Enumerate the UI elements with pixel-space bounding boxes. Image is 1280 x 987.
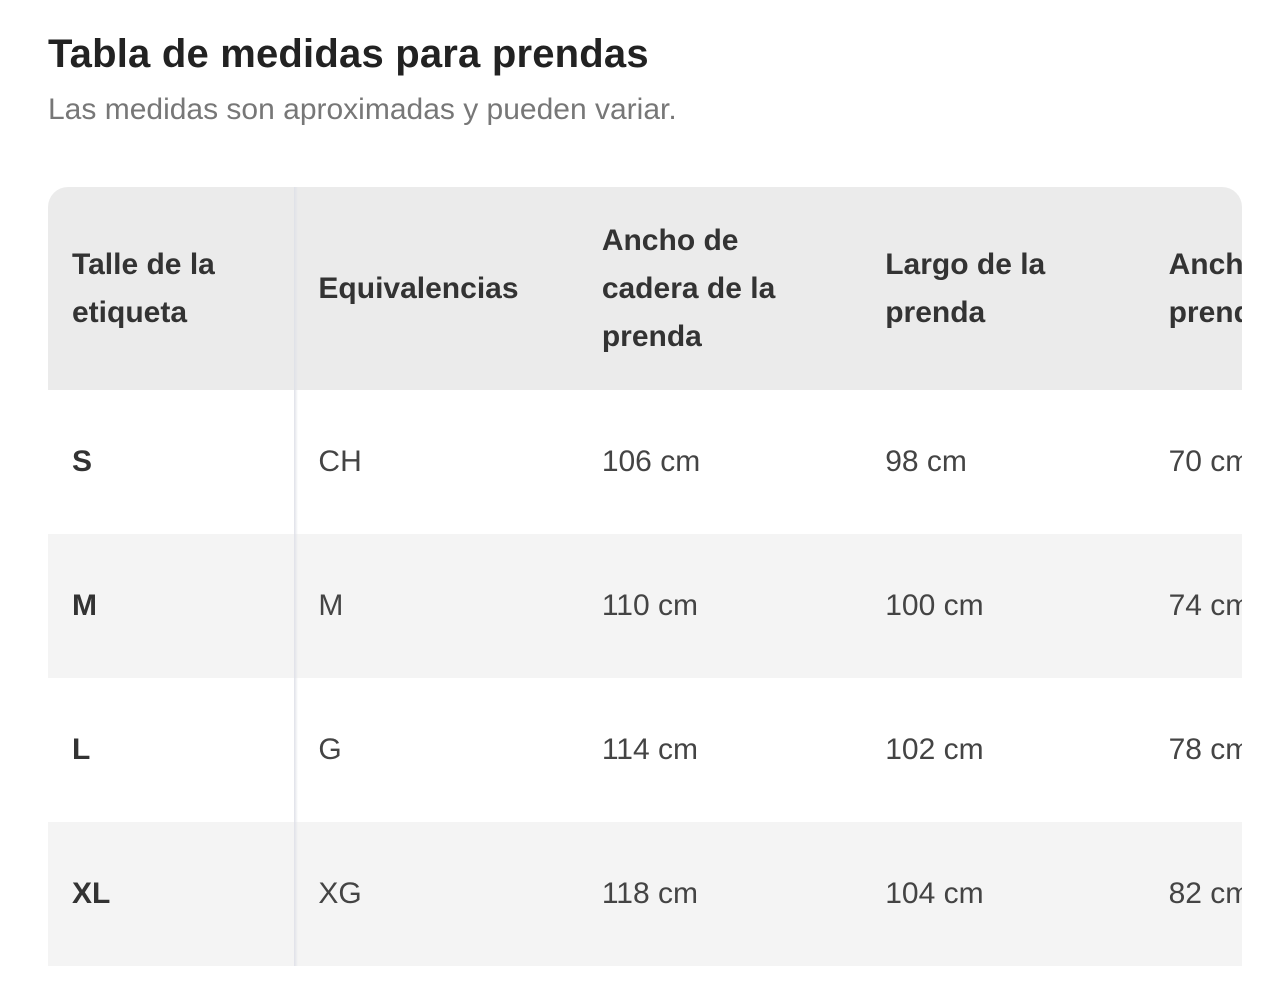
table-header-row: Talle de la etiqueta Equivalencias Ancho… bbox=[48, 187, 1242, 390]
page-subtitle: Las medidas son aproximadas y pueden var… bbox=[48, 93, 677, 126]
cell-hip: 114 cm bbox=[601, 733, 698, 766]
cell-waist: 74 cm bbox=[1144, 534, 1242, 678]
table-row: M M 110 cm 100 cm 74 cm bbox=[48, 534, 1242, 678]
column-header-length: Largo de la prenda bbox=[861, 187, 1145, 390]
cell-waist: 78 cm bbox=[1168, 733, 1242, 766]
column-header-hip-width: Ancho de cadera de la prenda bbox=[577, 187, 862, 390]
cell-hip: 118 cm bbox=[577, 822, 862, 966]
cell-length: 100 cm bbox=[861, 534, 1145, 678]
cell-length: 104 cm bbox=[861, 822, 1145, 966]
cell-waist: 70 cm bbox=[1168, 445, 1242, 478]
cell-equivalence: XG bbox=[294, 822, 578, 966]
cell-size: XL bbox=[48, 822, 299, 966]
page-title: Tabla de medidas para prendas bbox=[48, 32, 649, 76]
size-table-container[interactable]: Talle de la etiqueta Equivalencias Ancho… bbox=[48, 187, 1242, 987]
cell-size: S bbox=[48, 390, 299, 534]
cell-size: M bbox=[48, 534, 299, 678]
cell-hip: 110 cm bbox=[577, 534, 862, 678]
table-row: S CH 106 cm 98 cm 70 cm bbox=[48, 390, 1242, 534]
cell-size: L bbox=[48, 678, 299, 822]
cell-equivalence: M bbox=[294, 534, 578, 678]
column-header-waist-width: Ancho cintura prenda bbox=[1144, 187, 1242, 390]
cell-equivalence: G bbox=[318, 733, 342, 766]
cell-equivalence: CH bbox=[318, 445, 362, 478]
table-row: XL XG 118 cm 104 cm 82 cm bbox=[48, 822, 1242, 966]
table-row: L G 114 cm 102 cm 78 cm bbox=[48, 678, 1242, 822]
column-header-label-size: Talle de la etiqueta bbox=[48, 187, 299, 390]
cell-hip: 106 cm bbox=[601, 445, 701, 478]
column-header-equivalences: Equivalencias bbox=[294, 187, 578, 390]
cell-waist: 82 cm bbox=[1144, 822, 1242, 966]
cell-length: 98 cm bbox=[885, 445, 967, 478]
cell-length: 102 cm bbox=[885, 733, 984, 766]
size-table: Talle de la etiqueta Equivalencias Ancho… bbox=[48, 187, 1242, 966]
